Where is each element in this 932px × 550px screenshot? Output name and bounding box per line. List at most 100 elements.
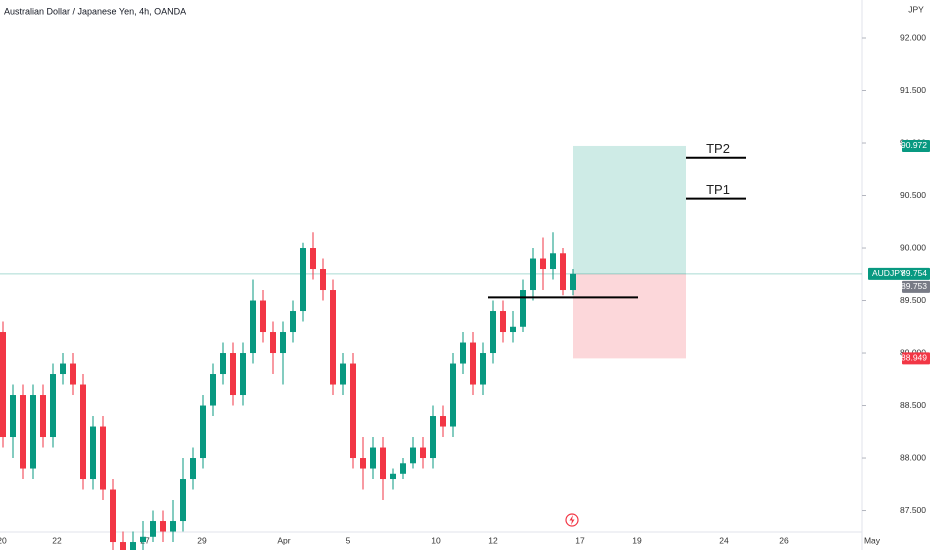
x-tick-label: 17 (575, 535, 585, 545)
candle-body (380, 447, 386, 480)
candle (290, 300, 296, 343)
x-tick-label: Apr (277, 535, 290, 545)
candle (360, 437, 366, 490)
currency: JPY (908, 4, 924, 14)
candle-body (190, 458, 196, 480)
candle-body (140, 536, 146, 543)
candle-body (330, 290, 336, 385)
candle (50, 363, 56, 448)
y-tick-label: 89.500 (900, 295, 926, 305)
y-tick-label: 88.500 (900, 400, 926, 410)
candle-body (80, 384, 86, 480)
x-tick-label: 20 (0, 535, 7, 545)
candle (100, 416, 106, 501)
x-tick-label: 22 (52, 535, 62, 545)
candle-body (360, 458, 366, 469)
x-tick-label: May (864, 535, 881, 545)
event-bolt[interactable] (569, 515, 575, 525)
candle (440, 405, 446, 438)
candle-body (270, 332, 276, 354)
candle-body (400, 463, 406, 474)
y-tick-label: 90.000 (900, 242, 926, 252)
symbol-label: AUDJPY (872, 268, 906, 278)
candle (410, 437, 416, 469)
x-tick-label: 19 (632, 535, 642, 545)
candle-body (310, 248, 316, 270)
candle-body (470, 342, 476, 385)
candle-body (280, 332, 286, 354)
candle-body (560, 253, 566, 291)
candle-body (40, 395, 46, 438)
candle-body (230, 353, 236, 396)
last-price-label: 89.754 (901, 268, 927, 278)
candle (300, 242, 306, 322)
target-label: 90.972 (901, 140, 927, 150)
candle-body (490, 311, 496, 354)
candle (40, 384, 46, 448)
candle (530, 248, 536, 301)
candle (280, 321, 286, 385)
candle (480, 342, 486, 396)
candle (90, 416, 96, 490)
candle (510, 311, 516, 343)
candle-body (260, 300, 266, 333)
candle-body (130, 542, 136, 550)
second-price-label: 89.753 (901, 281, 927, 291)
candle-body (320, 269, 326, 291)
y-tick-label: 87.500 (900, 505, 926, 515)
candle-body (550, 253, 556, 270)
candle (350, 353, 356, 469)
y-tick-label: 92.000 (900, 32, 926, 42)
candle-body (410, 447, 416, 464)
candle (370, 437, 376, 480)
event-icon[interactable] (565, 513, 579, 527)
candle (80, 374, 86, 490)
y-tick-label: 90.500 (900, 190, 926, 200)
candle (30, 384, 36, 480)
candle-body (90, 426, 96, 480)
candle-body (50, 374, 56, 438)
candle-body (450, 363, 456, 427)
candle (210, 363, 216, 417)
candle (460, 332, 466, 375)
candle-body (510, 326, 516, 333)
tp-label: TP2 (706, 141, 730, 156)
y-tick-label: 91.500 (900, 85, 926, 95)
last-price-badge (868, 267, 930, 280)
stop-label: 88.949 (901, 353, 927, 363)
candle-body (160, 521, 166, 532)
candle (430, 405, 436, 469)
candle-body (150, 521, 156, 537)
candle (160, 510, 166, 543)
candle (170, 500, 176, 543)
candle-body (390, 473, 396, 480)
x-tick-label: 29 (197, 535, 207, 545)
x-tick-label: 12 (488, 535, 498, 545)
candle (490, 300, 496, 364)
candle-body (350, 363, 356, 459)
candle (150, 510, 156, 543)
candle (260, 290, 266, 343)
y-tick-label: 89.000 (900, 347, 926, 357)
candle-body (180, 479, 186, 522)
candle (380, 437, 386, 501)
candle (240, 342, 246, 406)
candle (20, 384, 26, 480)
candle (320, 258, 326, 301)
candle-body (460, 342, 466, 364)
candle (130, 531, 136, 550)
candle (200, 395, 206, 469)
candle-body (500, 311, 506, 333)
y-tick-label: 88.000 (900, 452, 926, 462)
candle (10, 384, 16, 459)
candle (250, 279, 256, 364)
candle (500, 300, 506, 343)
candle-body (170, 521, 176, 532)
candle (400, 458, 406, 480)
x-tick-label: 24 (719, 535, 729, 545)
candle-body (570, 273, 576, 291)
candle-body (20, 395, 26, 469)
candle (0, 321, 6, 448)
candle-body (290, 311, 296, 333)
candle (180, 458, 186, 532)
